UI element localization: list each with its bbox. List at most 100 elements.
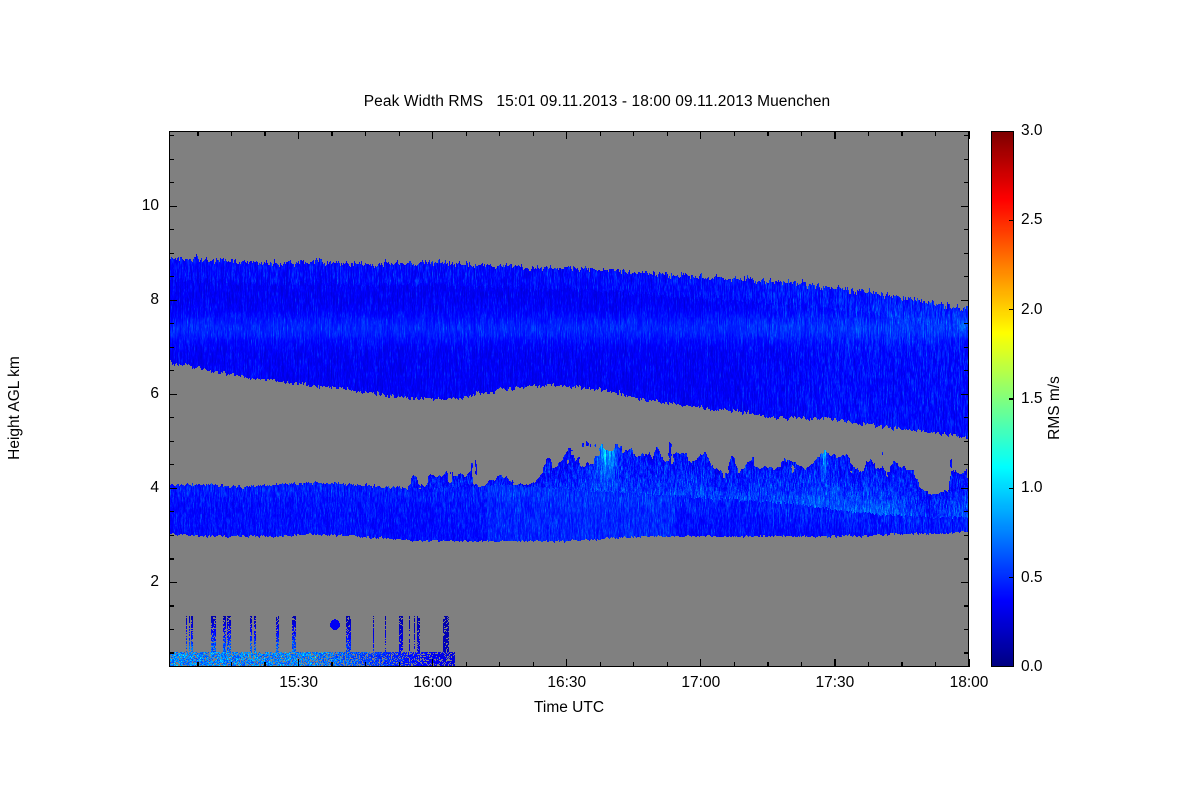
x-tick-minor: [465, 662, 467, 667]
heatmap-plot-area[interactable]: [169, 131, 969, 667]
y-tick-minor-right: [964, 252, 969, 254]
x-tick-minor-top: [532, 131, 534, 136]
x-tick-label: 15:30: [279, 674, 318, 691]
x-tick-minor-top: [599, 131, 601, 136]
x-tick-minor: [633, 662, 635, 667]
x-tick-minor: [934, 662, 937, 667]
x-tick-label: 16:00: [413, 674, 453, 691]
x-tick-minor-top: [364, 131, 367, 136]
x-tick-minor: [331, 662, 333, 667]
y-tick-minor-right: [964, 605, 969, 607]
y-tick-minor-right: [964, 652, 969, 654]
x-tick-minor-top: [733, 131, 735, 136]
y-tick-minor: [169, 158, 174, 160]
colorbar-title: RMS m/s: [1046, 376, 1063, 440]
x-tick-major-top: [432, 131, 434, 139]
y-tick-minor: [169, 534, 174, 536]
x-tick-label: 17:30: [815, 674, 855, 691]
x-tick-minor-top: [197, 131, 199, 136]
x-tick-minor: [197, 662, 199, 667]
colorbar-tick-label: 0.0: [1021, 658, 1043, 675]
x-tick-major: [700, 659, 702, 667]
y-tick-major: [169, 487, 177, 489]
y-tick-label: 6: [150, 385, 159, 403]
x-tick-major-top: [834, 131, 836, 139]
y-tick-minor: [169, 605, 174, 607]
x-tick-minor-top: [901, 131, 903, 136]
x-tick-minor-top: [666, 131, 668, 136]
colorbar-tick: [1009, 219, 1013, 221]
x-tick-major: [834, 659, 836, 667]
x-tick-minor-top: [230, 131, 233, 136]
heatmap-image: [170, 132, 968, 666]
x-tick-minor-top: [398, 131, 400, 136]
y-tick-minor-right: [964, 628, 969, 631]
colorbar-tick-label: 3.0: [1021, 122, 1043, 139]
y-tick-minor: [169, 440, 174, 442]
y-axis-title: Height AGL km: [6, 356, 23, 460]
y-tick-minor-right: [964, 511, 969, 513]
colorbar-gradient: [992, 132, 1013, 666]
colorbar-tick: [1009, 398, 1013, 400]
y-tick-minor-right: [964, 440, 969, 442]
colorbar-tick-label: 2.0: [1021, 300, 1043, 318]
x-tick-minor-top: [499, 131, 501, 136]
y-tick-minor: [169, 628, 174, 631]
colorbar-tick-label: 2.5: [1021, 211, 1043, 229]
y-tick-minor-right: [964, 158, 969, 160]
y-tick-minor-right: [964, 323, 969, 325]
y-tick-major-right: [961, 299, 969, 301]
x-tick-label: 18:00: [949, 674, 989, 691]
x-tick-minor-top: [633, 131, 635, 136]
x-tick-major-top: [700, 131, 702, 139]
y-tick-minor: [169, 346, 174, 348]
x-tick-minor: [666, 662, 668, 667]
x-tick-minor: [532, 662, 534, 667]
colorbar-tick-label: 1.5: [1021, 390, 1043, 407]
plot-title-text: Peak Width RMS 15:01 09.11.2013 - 18:00 …: [363, 93, 831, 110]
colorbar-tick: [1009, 577, 1013, 579]
x-tick-minor: [230, 662, 233, 667]
x-tick-minor-top: [934, 131, 937, 136]
y-tick-minor: [169, 276, 174, 278]
y-tick-minor-right: [964, 464, 969, 466]
x-tick-major: [432, 659, 434, 667]
x-tick-major: [566, 659, 568, 667]
x-tick-label: 16:30: [547, 674, 587, 691]
y-tick-minor-right: [964, 534, 969, 536]
x-tick-minor: [499, 662, 501, 667]
x-tick-major-top: [566, 131, 568, 139]
y-tick-minor-right: [964, 182, 969, 184]
x-tick-minor: [800, 662, 803, 667]
x-tick-minor: [767, 662, 769, 667]
y-tick-minor: [169, 370, 174, 372]
x-tick-minor: [264, 662, 266, 667]
colorbar[interactable]: [991, 131, 1014, 667]
y-tick-label: 10: [141, 197, 159, 215]
colorbar-tick: [1009, 487, 1013, 489]
y-tick-label: 8: [150, 291, 159, 309]
y-tick-label: 2: [150, 573, 159, 591]
y-tick-minor-right: [964, 417, 969, 419]
y-tick-minor: [169, 558, 174, 560]
y-tick-minor: [169, 511, 174, 513]
y-tick-major-right: [961, 393, 969, 395]
y-tick-minor: [169, 417, 174, 419]
y-tick-minor: [169, 229, 174, 231]
y-tick-minor: [169, 252, 174, 254]
y-tick-minor: [169, 652, 174, 654]
x-tick-major-top: [297, 131, 300, 139]
x-tick-minor: [364, 662, 367, 667]
y-tick-minor: [169, 464, 174, 466]
y-tick-minor: [169, 135, 174, 137]
colorbar-tick-label: 0.5: [1021, 568, 1043, 586]
x-tick-minor-top: [867, 131, 870, 136]
x-tick-major-top: [968, 131, 970, 139]
x-tick-minor: [733, 662, 735, 667]
page-title: Peak Width RMS 15:01 09.11.2013 - 18:00 …: [0, 93, 1200, 111]
x-tick-minor-top: [465, 131, 467, 136]
y-tick-major: [169, 581, 177, 583]
x-tick-minor-top: [331, 131, 333, 136]
y-tick-major-right: [961, 581, 969, 583]
